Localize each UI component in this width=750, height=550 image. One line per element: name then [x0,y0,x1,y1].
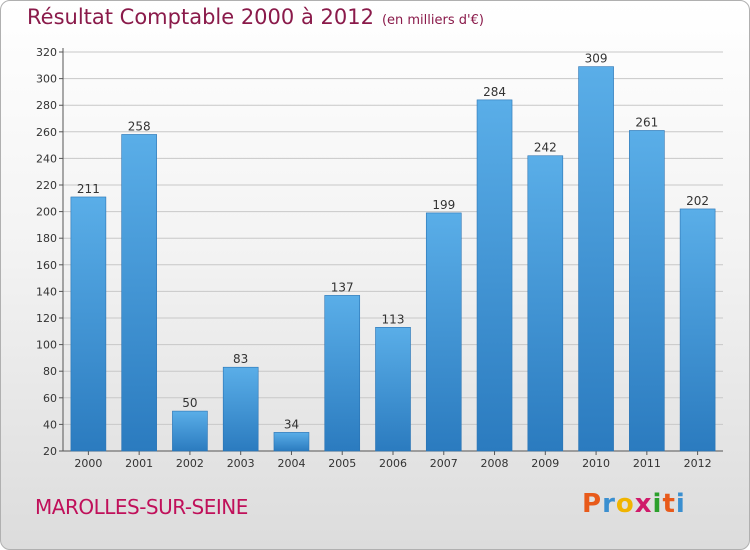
bar-2011 [629,130,665,452]
bar-2005 [324,295,361,452]
y-tick-label: 300 [36,73,57,86]
data-label-2009: 242 [534,141,557,155]
y-tick-label: 40 [43,418,57,431]
x-tick-label-2002: 2002 [176,457,204,470]
data-label-2001: 258 [128,119,151,133]
y-tick-label: 120 [36,312,57,325]
bar-2002 [172,410,208,452]
data-label-2012: 202 [686,194,709,208]
logo-letter: i [675,489,686,519]
x-tick-label-2000: 2000 [74,457,102,470]
data-label-2002: 50 [182,396,197,410]
logo-letter: P [582,489,603,519]
x-tick-label-2010: 2010 [582,457,610,470]
bar-2008 [476,99,513,452]
y-tick-label: 20 [43,445,57,458]
bars [70,66,716,452]
y-tick-label: 240 [36,152,57,165]
bar-2003 [222,366,259,452]
chart-title: Résultat Comptable 2000 à 2012 (en millie… [27,5,484,29]
x-tick-label-2003: 2003 [227,457,255,470]
y-tick-label: 220 [36,179,57,192]
bar-2009 [527,155,564,452]
x-tick-label-2012: 2012 [684,457,712,470]
x-tick-label-2007: 2007 [430,457,458,470]
logo-letter: o [615,489,635,519]
y-tick-label: 260 [36,126,57,139]
data-label-2006: 113 [382,312,405,326]
logo-letter: x [634,489,653,519]
y-tick-label: 280 [36,99,57,112]
bar-2010 [578,66,614,452]
commune-name: MAROLLES-SUR-SEINE [35,495,248,519]
chart-title-text: Résultat Comptable 2000 à 2012 [27,5,374,29]
y-tick-label: 140 [36,285,57,298]
y-tick-label: 60 [43,392,57,405]
bar-2000 [70,196,107,452]
y-tick-label: 320 [36,46,57,59]
x-tick-label-2005: 2005 [328,457,356,470]
data-label-2000: 211 [77,182,100,196]
y-tick-label: 160 [36,259,57,272]
x-tick-label-2008: 2008 [481,457,509,470]
x-tick-label-2006: 2006 [379,457,407,470]
bar-2001 [121,134,157,452]
chart-unit: (en milliers d'€) [381,13,484,28]
bar-2007 [425,212,462,452]
y-tick-label: 180 [36,232,57,245]
bar-2006 [375,327,411,452]
tick-labels: 20 40 60 80 100 120 140 160 180 200 220 240 260 280 30… [36,46,712,470]
x-tick-label-2011: 2011 [633,457,661,470]
data-label-2007: 199 [432,198,455,212]
data-label-2008: 284 [483,85,506,99]
data-label-2005: 137 [331,280,354,294]
y-tick-label: 80 [43,365,57,378]
proxiti-logo: Proxiti [582,489,686,519]
data-label-2010: 309 [585,52,608,66]
logo-letter: r [602,489,616,519]
y-tick-label: 100 [36,339,57,352]
x-tick-label-2004: 2004 [277,457,305,470]
y-tick-label: 200 [36,206,57,219]
logo-letter: t [662,489,676,519]
x-tick-label-2001: 2001 [125,457,153,470]
bar-2012 [679,208,716,452]
data-label-2004: 34 [284,417,299,431]
logo-letter: i [652,489,663,519]
bar-2004 [273,432,310,452]
data-label-2003: 83 [233,352,248,366]
x-tick-label-2009: 2009 [531,457,559,470]
data-label-2011: 261 [635,115,658,129]
